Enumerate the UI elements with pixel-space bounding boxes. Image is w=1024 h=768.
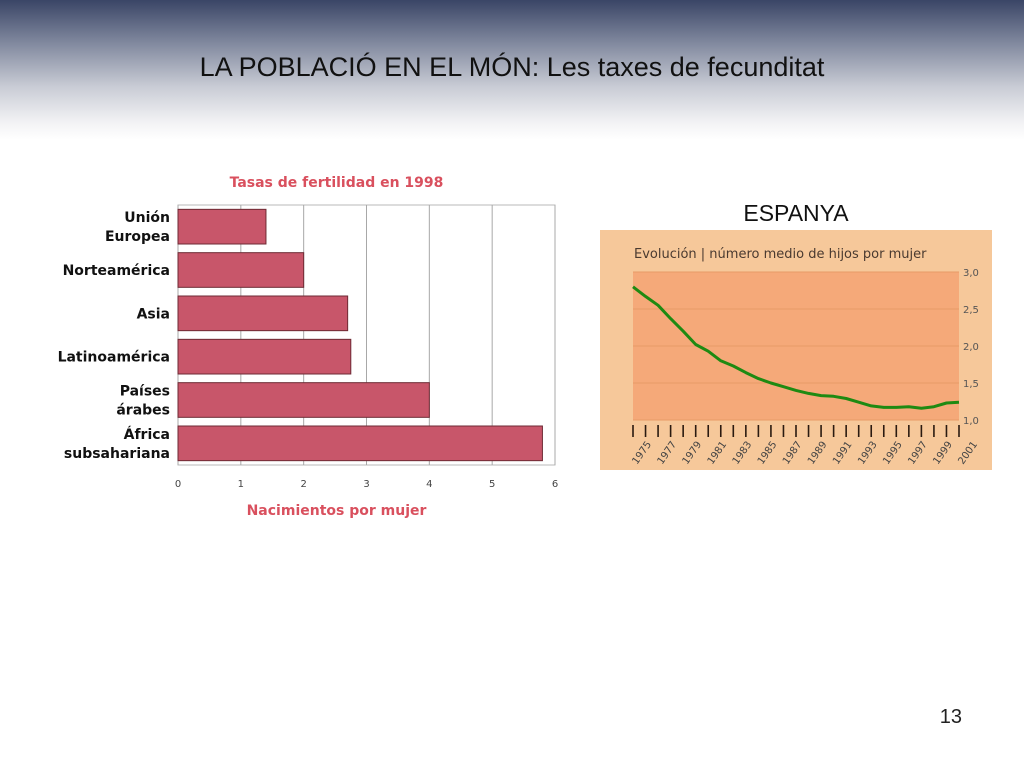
- header-band: [0, 0, 1024, 140]
- fertility-bar-chart: Tasas de fertilidad en 1998 0 1 2 3 4 5 6 Unión E…: [58, 175, 559, 519]
- bar-chart-title: Tasas de fertilidad en 1998: [230, 175, 444, 191]
- category-label: Unión: [124, 210, 170, 226]
- spain-label: ESPANYA: [743, 200, 849, 226]
- bar: [177, 338, 352, 375]
- y-tick-label: 2,5: [963, 305, 979, 316]
- x-tick-label: 4: [426, 479, 432, 490]
- bar: [177, 382, 430, 418]
- category-label: África: [124, 426, 170, 443]
- x-tick-label: 3: [363, 479, 369, 490]
- line-chart-title: Evolución | número medio de hijos por mu…: [634, 247, 927, 262]
- bar: [177, 295, 349, 332]
- category-label: árabes: [116, 403, 170, 419]
- x-axis-label: Nacimientos por mujer: [247, 503, 427, 519]
- y-tick-label: 3,0: [963, 268, 979, 279]
- category-label: Europea: [105, 229, 170, 245]
- category-label: Asia: [137, 306, 170, 322]
- bar: [177, 208, 267, 245]
- category-label: subsahariana: [64, 446, 170, 462]
- y-tick-label: 1,5: [963, 379, 979, 390]
- y-tick-label: 1,0: [963, 416, 979, 427]
- category-label: Países: [120, 384, 170, 400]
- fertility-line: [632, 285, 960, 410]
- x-tick-label: 6: [552, 479, 558, 490]
- bar: [177, 425, 543, 462]
- x-tick-label: 0: [175, 479, 181, 490]
- page-number: 13: [939, 706, 962, 728]
- spain-fertility-line-chart: Evolución | número medio de hijos por mu…: [600, 230, 992, 470]
- x-tick-label: 5: [489, 479, 495, 490]
- x-tick-label: 2: [300, 479, 306, 490]
- category-label: Latinoamérica: [58, 350, 170, 366]
- y-tick-label: 2,0: [963, 342, 979, 353]
- bar: [177, 252, 305, 288]
- x-tick-label: 1: [238, 479, 244, 490]
- category-label: Norteamérica: [63, 263, 170, 279]
- slide-title: LA POBLACIÓ EN EL MÓN: Les taxes de fecu…: [199, 52, 825, 82]
